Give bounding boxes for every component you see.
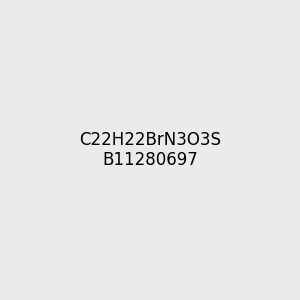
Text: C22H22BrN3O3S
B11280697: C22H22BrN3O3S B11280697 xyxy=(79,130,221,170)
